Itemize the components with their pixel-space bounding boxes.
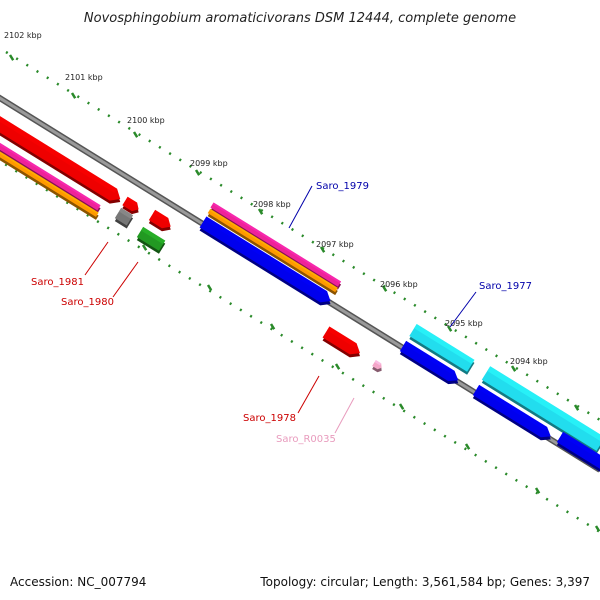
ruler-major-tick bbox=[381, 285, 388, 292]
tick-label: 2094 kbp bbox=[510, 357, 548, 366]
ruler-major-tick bbox=[8, 54, 15, 61]
leader-saro-1978 bbox=[297, 375, 320, 414]
ruler-major-tick bbox=[464, 443, 471, 450]
gene-label-saro-1977[interactable]: Saro_1977 bbox=[479, 281, 532, 292]
tick-label: 2101 kbp bbox=[65, 73, 103, 82]
feature-cds-fwd-1977a[interactable] bbox=[409, 324, 475, 375]
map-title: Novosphingobium aromaticivorans DSM 1244… bbox=[84, 11, 516, 26]
ruler-major-tick bbox=[534, 487, 541, 494]
leader-saro-1980 bbox=[112, 261, 139, 298]
feature-gene-1977a[interactable] bbox=[399, 340, 459, 385]
feature-cds-small-1[interactable] bbox=[122, 196, 139, 215]
feature-gene-1977c[interactable] bbox=[556, 431, 600, 477]
ruler-major-tick bbox=[398, 403, 405, 410]
leader-saro-1977 bbox=[449, 291, 477, 328]
ruler-major-tick bbox=[141, 244, 148, 251]
feature-tracks bbox=[0, 106, 600, 477]
gene-label-saro-1980[interactable]: Saro_1980 bbox=[61, 297, 114, 308]
leader-saro-1979 bbox=[288, 185, 313, 229]
gene-label-saro-1979[interactable]: Saro_1979 bbox=[316, 181, 369, 192]
gene-label-saro-r0035[interactable]: Saro_R0035 bbox=[276, 434, 336, 445]
tick-labels: 2102 kbp 2101 kbp 2100 kbp 2099 kbp 2098 kbp… bbox=[4, 31, 548, 366]
label-leaders bbox=[84, 185, 477, 434]
feature-other-1[interactable] bbox=[136, 226, 166, 254]
feature-gene-1979[interactable] bbox=[199, 216, 331, 306]
gene-label-saro-1978[interactable]: Saro_1978 bbox=[243, 413, 296, 424]
feature-cds-small-2[interactable] bbox=[148, 209, 171, 232]
tick-label: 2099 kbp bbox=[190, 159, 228, 168]
feature-cds-left[interactable] bbox=[0, 106, 121, 204]
ruler-major-tick bbox=[594, 525, 600, 532]
feature-cds-fwd-1977b[interactable] bbox=[481, 366, 600, 454]
accession-text: Accession: NC_007794 bbox=[10, 575, 146, 589]
feature-rrna-r0035[interactable] bbox=[372, 360, 382, 373]
feature-mrna-1979[interactable] bbox=[210, 202, 342, 290]
ruler-major-tick bbox=[257, 208, 264, 215]
feature-cds-1978[interactable] bbox=[322, 326, 360, 358]
leader-saro-1981 bbox=[84, 241, 109, 276]
tick-label: 2102 kbp bbox=[4, 31, 42, 40]
tick-label: 2097 kbp bbox=[316, 240, 354, 249]
ruler-major-tick bbox=[70, 92, 77, 99]
tick-label: 2100 kbp bbox=[127, 116, 165, 125]
topology-summary: Topology: circular; Length: 3,561,584 bp… bbox=[259, 575, 590, 589]
feature-rna-left[interactable] bbox=[0, 140, 99, 220]
ruler-major-tick bbox=[269, 323, 276, 330]
ruler-major-tick bbox=[206, 284, 213, 291]
ruler-major-tick bbox=[132, 131, 139, 138]
ruler-major-tick bbox=[510, 365, 517, 372]
tick-label: 2095 kbp bbox=[445, 319, 483, 328]
feature-mrna-left[interactable] bbox=[0, 131, 101, 214]
ruler-major-tick bbox=[446, 325, 453, 332]
ruler-major-tick bbox=[319, 246, 326, 253]
feature-rna-1979[interactable] bbox=[207, 208, 338, 296]
tick-label: 2096 kbp bbox=[380, 280, 418, 289]
feature-misc-1[interactable] bbox=[114, 207, 134, 229]
leader-saro-r0035 bbox=[334, 397, 355, 434]
ruler-major-tick bbox=[334, 363, 341, 370]
feature-gene-1977b[interactable] bbox=[472, 384, 551, 441]
ruler-major-tick bbox=[573, 404, 580, 411]
gene-labels: Saro_1979 Saro_1977 Saro_1981 Saro_1980 … bbox=[31, 181, 532, 445]
ruler-major-tick bbox=[194, 169, 201, 176]
gene-label-saro-1981[interactable]: Saro_1981 bbox=[31, 277, 84, 288]
tick-label: 2098 kbp bbox=[253, 200, 291, 209]
